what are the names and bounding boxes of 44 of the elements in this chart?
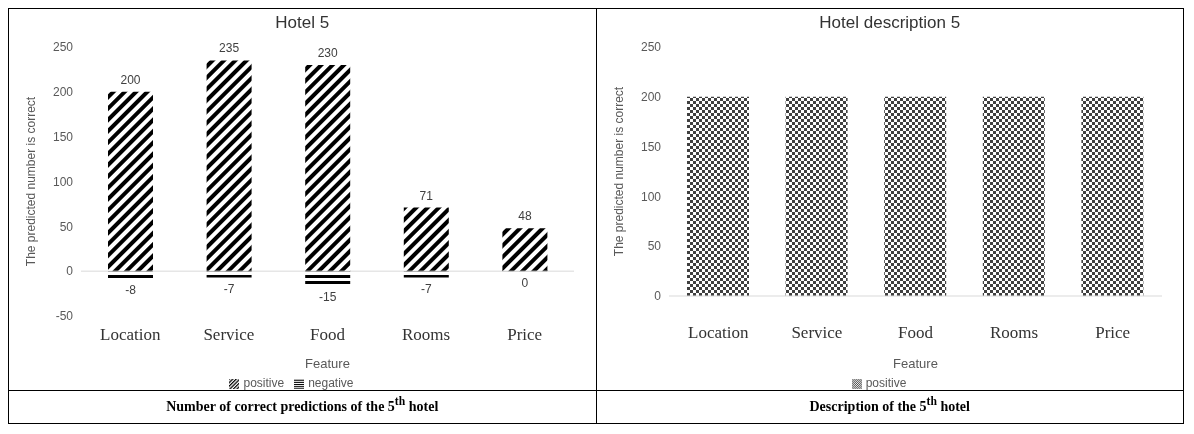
y-tick-label: 250 xyxy=(640,40,661,55)
data-label: 200 xyxy=(120,72,141,87)
y-tick-label: 50 xyxy=(647,239,661,254)
y-tick-label: 150 xyxy=(52,129,74,144)
x-tick-label: Location xyxy=(687,323,749,342)
text: Number of correct predictions of the 5$^{th}$ hotel xyxy=(9,390,596,419)
x-axis-title: Feature xyxy=(305,356,350,371)
data-label: 230 xyxy=(317,45,339,60)
y-axis-title: The predicted number is correct xyxy=(611,86,626,257)
chart-title: Hotel description 5 xyxy=(818,13,962,34)
x-tick-label: Price xyxy=(507,325,543,344)
y-tick-label: 200 xyxy=(52,85,74,100)
x-tick-label: Food xyxy=(310,325,346,344)
x-tick-label: Food xyxy=(897,323,933,342)
data-label: 48 xyxy=(518,209,532,224)
y-tick-label: 100 xyxy=(52,174,74,189)
x-tick-label: Rooms xyxy=(989,323,1038,342)
data-label: -8 xyxy=(125,283,137,298)
x-tick-label: Location xyxy=(100,325,162,344)
chart-title: Hotel 5 xyxy=(274,13,331,34)
x-axis-title: Feature xyxy=(892,356,938,371)
legend-label: positive xyxy=(243,376,285,390)
y-tick-label: 200 xyxy=(640,90,661,105)
text: Description of the 5$^{th}$ hotel xyxy=(596,390,1183,419)
data-label: -7 xyxy=(420,282,432,297)
y-tick-label: 0 xyxy=(66,264,74,279)
x-tick-label: Rooms xyxy=(402,325,451,344)
y-tick-label: -50 xyxy=(55,309,74,324)
y-tick-label: 0 xyxy=(653,289,661,304)
legend-label: positive xyxy=(865,376,907,390)
legend-label: negative xyxy=(308,376,354,390)
y-tick-label: 150 xyxy=(640,139,661,154)
data-label: -15 xyxy=(319,289,337,304)
x-tick-label: Service xyxy=(203,325,255,344)
data-label: 235 xyxy=(219,41,240,56)
x-tick-label: Service xyxy=(790,323,842,342)
y-tick-label: 50 xyxy=(59,219,74,234)
y-tick-label: 100 xyxy=(640,189,661,204)
data-label: 71 xyxy=(419,188,434,203)
x-tick-label: Price xyxy=(1094,323,1130,342)
data-label: -7 xyxy=(223,282,235,297)
data-label: 0 xyxy=(521,276,529,291)
y-axis-title: The predicted number is correct xyxy=(24,96,39,267)
y-tick-label: 250 xyxy=(52,40,74,55)
